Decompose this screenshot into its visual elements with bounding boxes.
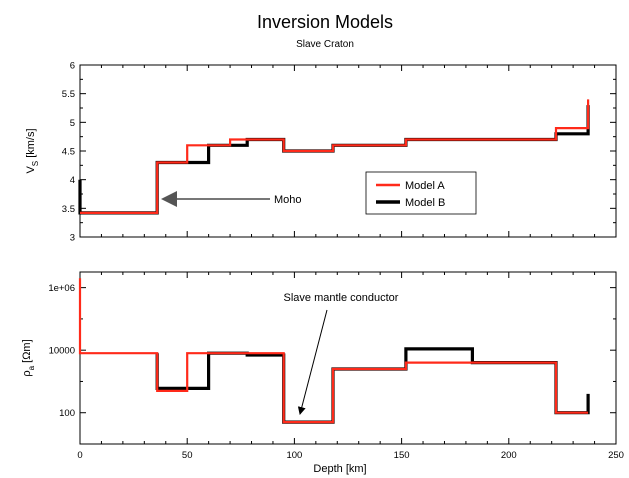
top-ytick-label: 4 [70, 175, 75, 186]
bottom-axis-ticks: 100 10000 1e+06 0 50 100 150 200 250 [48, 272, 624, 461]
legend-label-model-a: Model A [405, 180, 445, 192]
bottom-series-model-a [78, 278, 589, 424]
bottom-series-group [78, 278, 590, 424]
top-ytick-label: 6 [70, 61, 75, 72]
bottom-y-axis-label: ρa [Ωm] [21, 339, 36, 376]
top-axis-ticks: 3 3.5 4 4.5 5 5.5 6 [62, 61, 617, 244]
bottom-xtick-label: 150 [394, 450, 410, 461]
bottom-xtick-label: 0 [77, 450, 82, 461]
chart-subtitle: Slave Craton [296, 39, 354, 50]
chart-title: Inversion Models [257, 12, 393, 32]
bottom-series-model-b [155, 347, 590, 424]
legend-box [365, 171, 477, 215]
top-y-axis-label: VS [km/s] [25, 128, 40, 173]
moho-label: Moho [274, 194, 302, 206]
top-ytick-label: 3.5 [62, 204, 75, 215]
bottom-plot-frame [79, 271, 617, 445]
top-ytick-label: 3 [70, 233, 75, 244]
bottom-xtick-label: 50 [182, 450, 193, 461]
top-ytick-label: 4.5 [62, 147, 75, 158]
conductor-arrow [297, 309, 328, 415]
top-series-group [78, 99, 590, 215]
top-ytick-label: 5 [70, 118, 75, 129]
x-axis-label: Depth [km] [313, 463, 366, 475]
legend: Model A Model B [365, 171, 477, 215]
bottom-xtick-label: 100 [286, 450, 302, 461]
bottom-xtick-label: 250 [608, 450, 624, 461]
bottom-ytick-label: 10000 [49, 346, 75, 357]
top-plot-frame [79, 64, 617, 238]
conductor-label: Slave mantle conductor [284, 292, 399, 304]
top-series-model-a [80, 99, 590, 214]
bottom-ytick-label: 1e+06 [48, 283, 75, 294]
top-ytick-label: 5.5 [62, 89, 75, 100]
bottom-ytick-label: 100 [59, 408, 75, 419]
legend-label-model-b: Model B [405, 197, 445, 209]
bottom-xtick-label: 200 [501, 450, 517, 461]
